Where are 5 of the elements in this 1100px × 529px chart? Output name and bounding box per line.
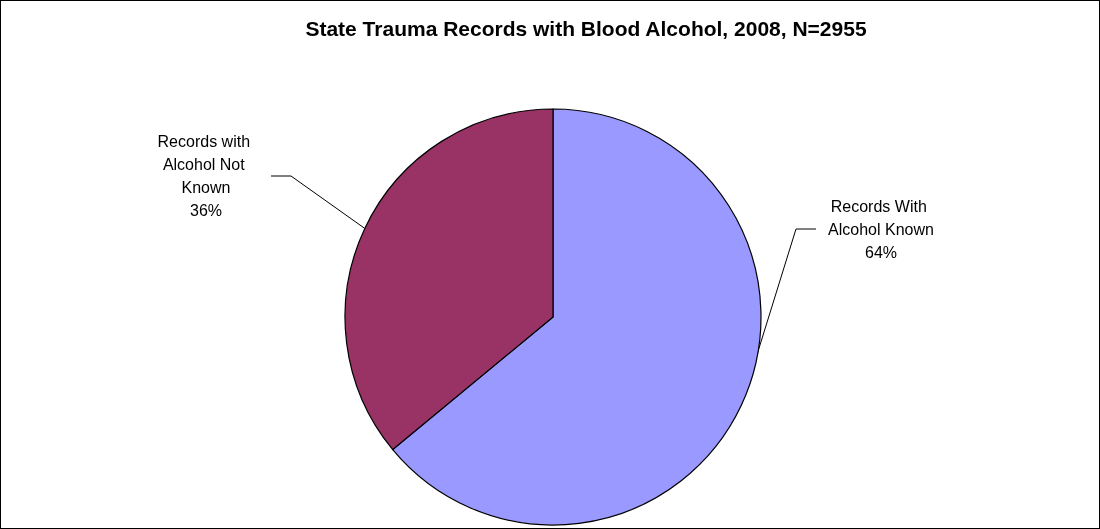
data-label: 36% (189, 202, 223, 219)
data-label: 64% (864, 243, 898, 261)
slice-label: Records with Alcohol Not Known (157, 133, 255, 196)
chart-title: State Trauma Records with Blood Alcohol, 2008, N=2955 (305, 17, 867, 40)
slice-label: Records With Alcohol Known (828, 197, 934, 238)
